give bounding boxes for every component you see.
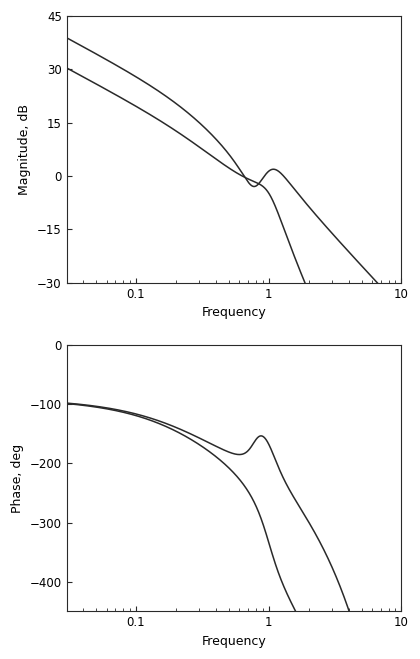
X-axis label: Frequency: Frequency [202,306,266,319]
X-axis label: Frequency: Frequency [202,635,266,648]
Y-axis label: Phase, deg: Phase, deg [11,444,24,513]
Y-axis label: Magnitude, dB: Magnitude, dB [18,104,32,195]
